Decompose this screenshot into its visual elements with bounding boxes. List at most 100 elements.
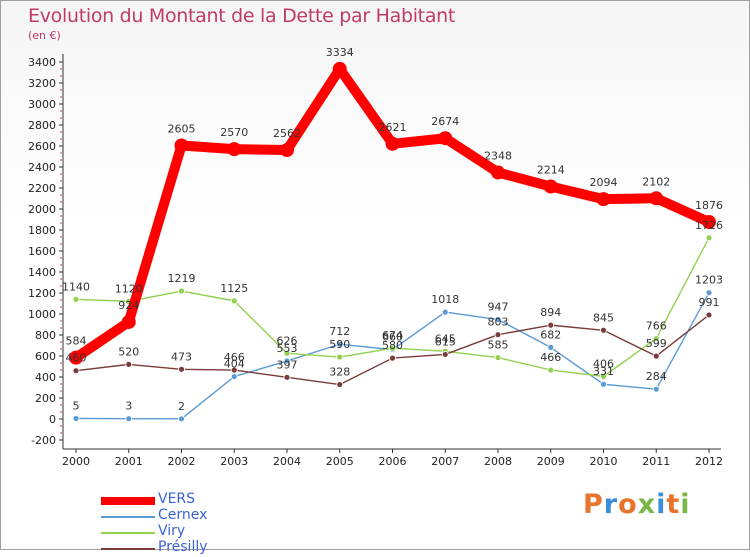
x-tick-label: 2000 xyxy=(62,455,90,468)
y-tick-label: 2600 xyxy=(28,140,56,153)
proxiti-logo: Proxiti xyxy=(583,489,691,520)
x-tick-label: 2006 xyxy=(379,455,407,468)
x-tick-label: 2012 xyxy=(695,455,723,468)
data-point xyxy=(547,343,555,351)
logo-letter: o xyxy=(618,489,638,520)
logo-letter: x xyxy=(637,489,657,520)
data-point xyxy=(283,357,291,365)
series-line-vers xyxy=(73,63,712,362)
data-label: 2094 xyxy=(590,176,618,189)
data-point xyxy=(652,352,660,360)
y-tick-label: 1800 xyxy=(28,224,56,237)
legend-label: Cernex xyxy=(158,507,208,523)
y-tick-label: 800 xyxy=(35,329,56,342)
data-label: 460 xyxy=(66,352,87,365)
data-label: 947 xyxy=(488,301,509,314)
data-label: 590 xyxy=(329,338,350,351)
data-label: 3334 xyxy=(326,46,354,59)
data-point xyxy=(230,366,238,374)
data-point xyxy=(547,321,555,329)
data-point xyxy=(72,295,80,303)
data-point xyxy=(283,373,291,381)
data-label: 766 xyxy=(646,320,667,333)
y-tick-label: 2400 xyxy=(28,161,56,174)
x-tick-label: 2007 xyxy=(431,455,459,468)
data-point xyxy=(69,350,83,365)
data-label: 406 xyxy=(593,357,614,370)
x-tick-label: 2003 xyxy=(220,455,248,468)
data-point xyxy=(705,311,713,319)
data-label: 1018 xyxy=(431,293,459,306)
data-label: 2621 xyxy=(379,121,407,134)
y-tick-label: 1400 xyxy=(28,266,56,279)
y-tick-label: 3400 xyxy=(28,56,56,69)
x-tick-label: 2009 xyxy=(537,455,565,468)
data-point xyxy=(121,314,136,329)
data-label: 331 xyxy=(593,365,614,378)
data-point xyxy=(125,360,133,368)
logo-letter: t xyxy=(666,489,681,520)
data-label: 1140 xyxy=(62,280,90,293)
y-tick-label: 2000 xyxy=(28,203,56,216)
data-point xyxy=(72,367,80,375)
logo-letter: i xyxy=(656,489,667,520)
data-label: 1120 xyxy=(115,282,143,295)
data-point xyxy=(332,61,347,76)
logo-letter: r xyxy=(603,489,619,520)
data-point xyxy=(705,234,713,242)
data-label: 584 xyxy=(66,335,87,348)
data-label: 894 xyxy=(540,306,561,319)
legend-swatch xyxy=(101,532,155,534)
data-point xyxy=(705,289,713,297)
data-label: 645 xyxy=(435,332,456,345)
data-point xyxy=(280,142,294,157)
data-label: 3 xyxy=(125,400,132,413)
data-point xyxy=(494,354,502,361)
data-point xyxy=(596,192,611,207)
data-label: 1726 xyxy=(695,219,723,232)
data-point xyxy=(125,415,133,423)
data-label: 599 xyxy=(646,337,667,350)
data-point xyxy=(283,349,291,357)
y-tick-label: 1000 xyxy=(28,308,56,321)
data-point xyxy=(178,287,185,295)
data-label: 553 xyxy=(277,342,298,355)
data-label: 845 xyxy=(593,311,614,324)
data-point xyxy=(600,372,607,380)
data-point xyxy=(174,138,189,153)
legend-label: Présilly xyxy=(158,539,208,555)
y-tick-label: 2800 xyxy=(28,119,56,132)
y-tick-label: 0 xyxy=(49,413,56,426)
chart-title: Evolution du Montant de la Dette par Hab… xyxy=(28,5,456,27)
data-label: 466 xyxy=(224,351,245,364)
legend-swatch xyxy=(101,497,155,505)
data-label: 520 xyxy=(118,345,139,358)
data-point xyxy=(652,335,660,342)
data-label: 5 xyxy=(73,399,80,412)
data-label: 991 xyxy=(699,296,720,309)
data-label: 626 xyxy=(277,334,298,347)
data-point xyxy=(230,297,238,305)
data-label: 1125 xyxy=(220,282,248,295)
y-tick-label: 1600 xyxy=(28,245,56,258)
data-point xyxy=(652,385,660,393)
y-tick-label: 200 xyxy=(35,392,56,405)
data-point xyxy=(72,415,80,422)
data-label: 924 xyxy=(118,299,139,312)
data-label: 1203 xyxy=(695,274,723,287)
data-label: 1876 xyxy=(695,199,723,212)
data-label: 2605 xyxy=(168,122,196,135)
data-point xyxy=(336,381,344,388)
data-label: 2570 xyxy=(220,126,248,139)
data-label: 2562 xyxy=(273,127,301,140)
data-label: 682 xyxy=(540,328,561,341)
data-label: 660 xyxy=(382,331,403,344)
data-point xyxy=(649,191,664,206)
y-tick-label: 1200 xyxy=(28,287,56,300)
y-tick-label: 600 xyxy=(35,350,56,363)
logo-letter: i xyxy=(680,489,691,520)
data-label: 580 xyxy=(382,339,403,352)
logo-letter: P xyxy=(583,489,604,520)
